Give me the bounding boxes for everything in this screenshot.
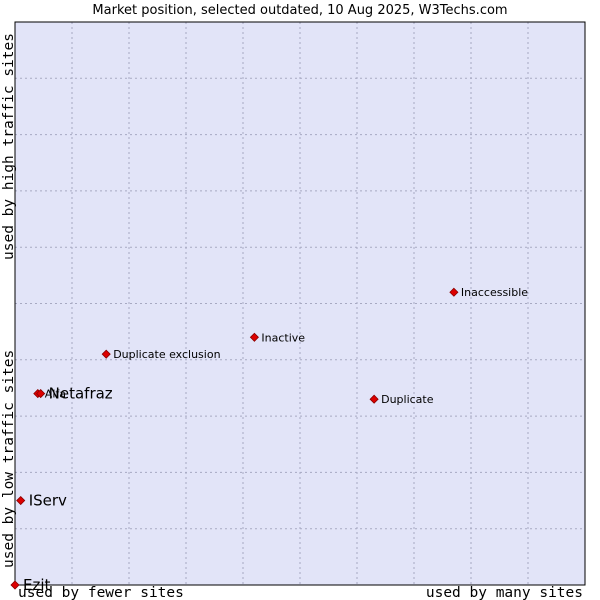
data-point-label: Duplicate: [381, 393, 434, 406]
data-point-label: Alfa: [45, 388, 66, 401]
chart-title: Market position, selected outdated, 10 A…: [92, 3, 507, 18]
x-axis-label-fewer-sites: used by fewer sites: [18, 585, 184, 600]
data-point-marker: [101, 349, 111, 359]
grid-lines: [15, 22, 585, 585]
data-point-label: Ezit: [23, 576, 51, 594]
data-point-marker: [10, 580, 20, 590]
data-points: Inaccessible Inactive Duplicate exclusion D…: [10, 286, 528, 594]
data-point-label: Netafraz: [49, 385, 113, 403]
data-point-label: IServ: [29, 492, 67, 510]
data-point-marker: [369, 394, 379, 404]
data-point-label: Duplicate exclusion: [113, 348, 220, 361]
x-axis-label-many-sites: used by many sites: [426, 585, 583, 600]
data-point-marker: [449, 287, 459, 297]
plot-frame: [14, 21, 586, 586]
y-axis-label-high-traffic: used by high traffic sites: [1, 33, 17, 260]
data-point-marker: [16, 495, 26, 506]
y-axis-label-low-traffic: used by low traffic sites: [1, 350, 17, 568]
data-point-marker: [36, 389, 46, 399]
data-point-marker: [249, 332, 259, 342]
data-point-label: Inactive: [261, 331, 305, 344]
data-point-label: Inaccessible: [461, 286, 528, 299]
